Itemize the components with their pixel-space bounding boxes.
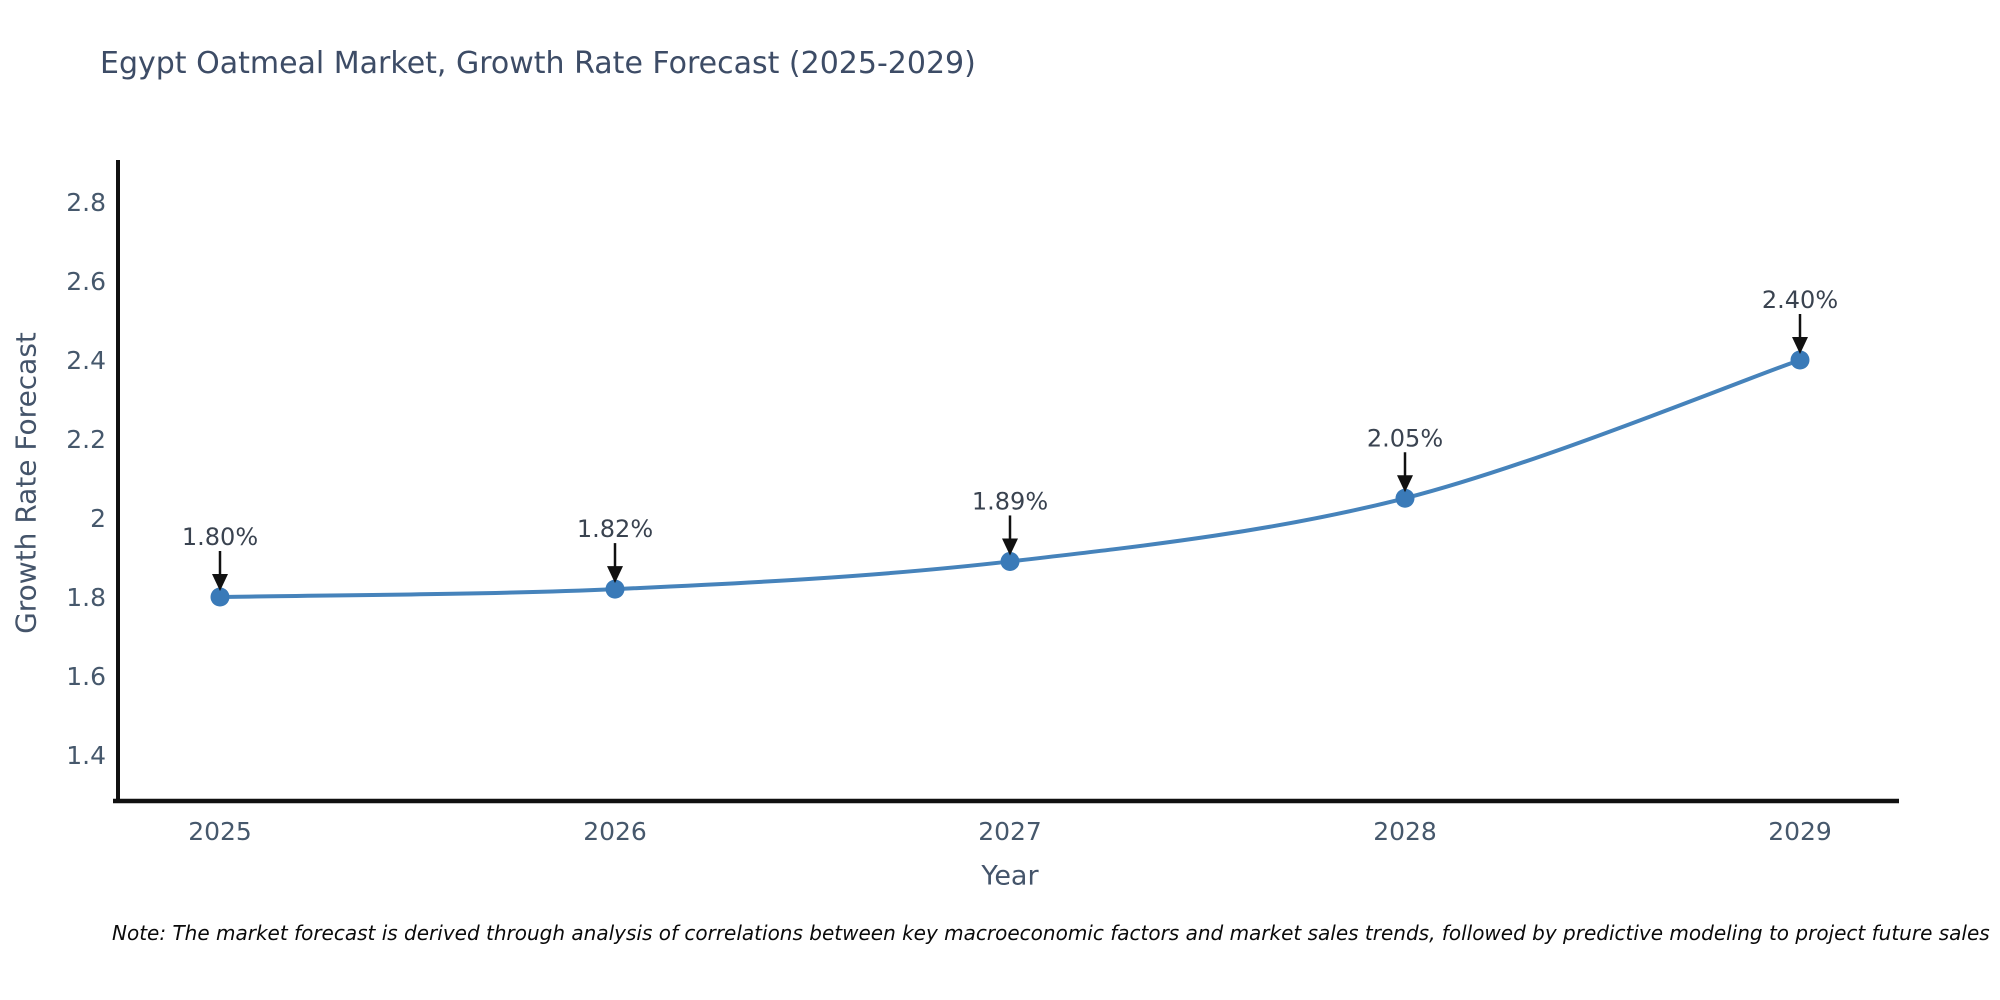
data-point-marker [605,579,625,599]
y-tick-label: 2 [90,504,106,533]
y-tick-label: 2.8 [66,188,106,217]
footnote: Note: The market forecast is derived thr… [112,921,1990,945]
data-point-label: 1.89% [972,487,1048,515]
data-point-label: 1.82% [577,515,653,543]
x-axis-label: Year [981,860,1039,892]
data-point-label: 1.80% [182,523,258,551]
y-tick-label: 1.6 [66,662,106,691]
annotation-arrowhead [1792,337,1808,354]
x-tick-label: 2026 [583,817,647,846]
annotation-arrowhead [212,574,228,591]
data-point-label: 2.05% [1367,424,1443,452]
y-tick-label: 2.6 [66,267,106,296]
y-tick-label: 2.4 [66,346,106,375]
y-tick-label: 2.2 [66,425,106,454]
chart-title: Egypt Oatmeal Market, Growth Rate Foreca… [100,46,976,81]
data-point-marker [1395,488,1415,508]
annotation-arrowhead [1002,538,1018,556]
data-point-marker [210,587,230,607]
x-tick-label: 2025 [188,817,252,846]
data-point-marker [1000,551,1020,571]
data-point-label: 2.40% [1762,286,1838,314]
annotation-arrowhead [1397,475,1413,493]
x-tick-label: 2027 [978,817,1042,846]
data-point-marker [1790,350,1810,370]
y-tick-label: 1.8 [66,583,106,612]
x-tick-label: 2028 [1373,817,1437,846]
x-tick-label: 2029 [1768,817,1832,846]
y-tick-label: 1.4 [66,741,106,770]
annotation-arrowhead [607,566,623,584]
